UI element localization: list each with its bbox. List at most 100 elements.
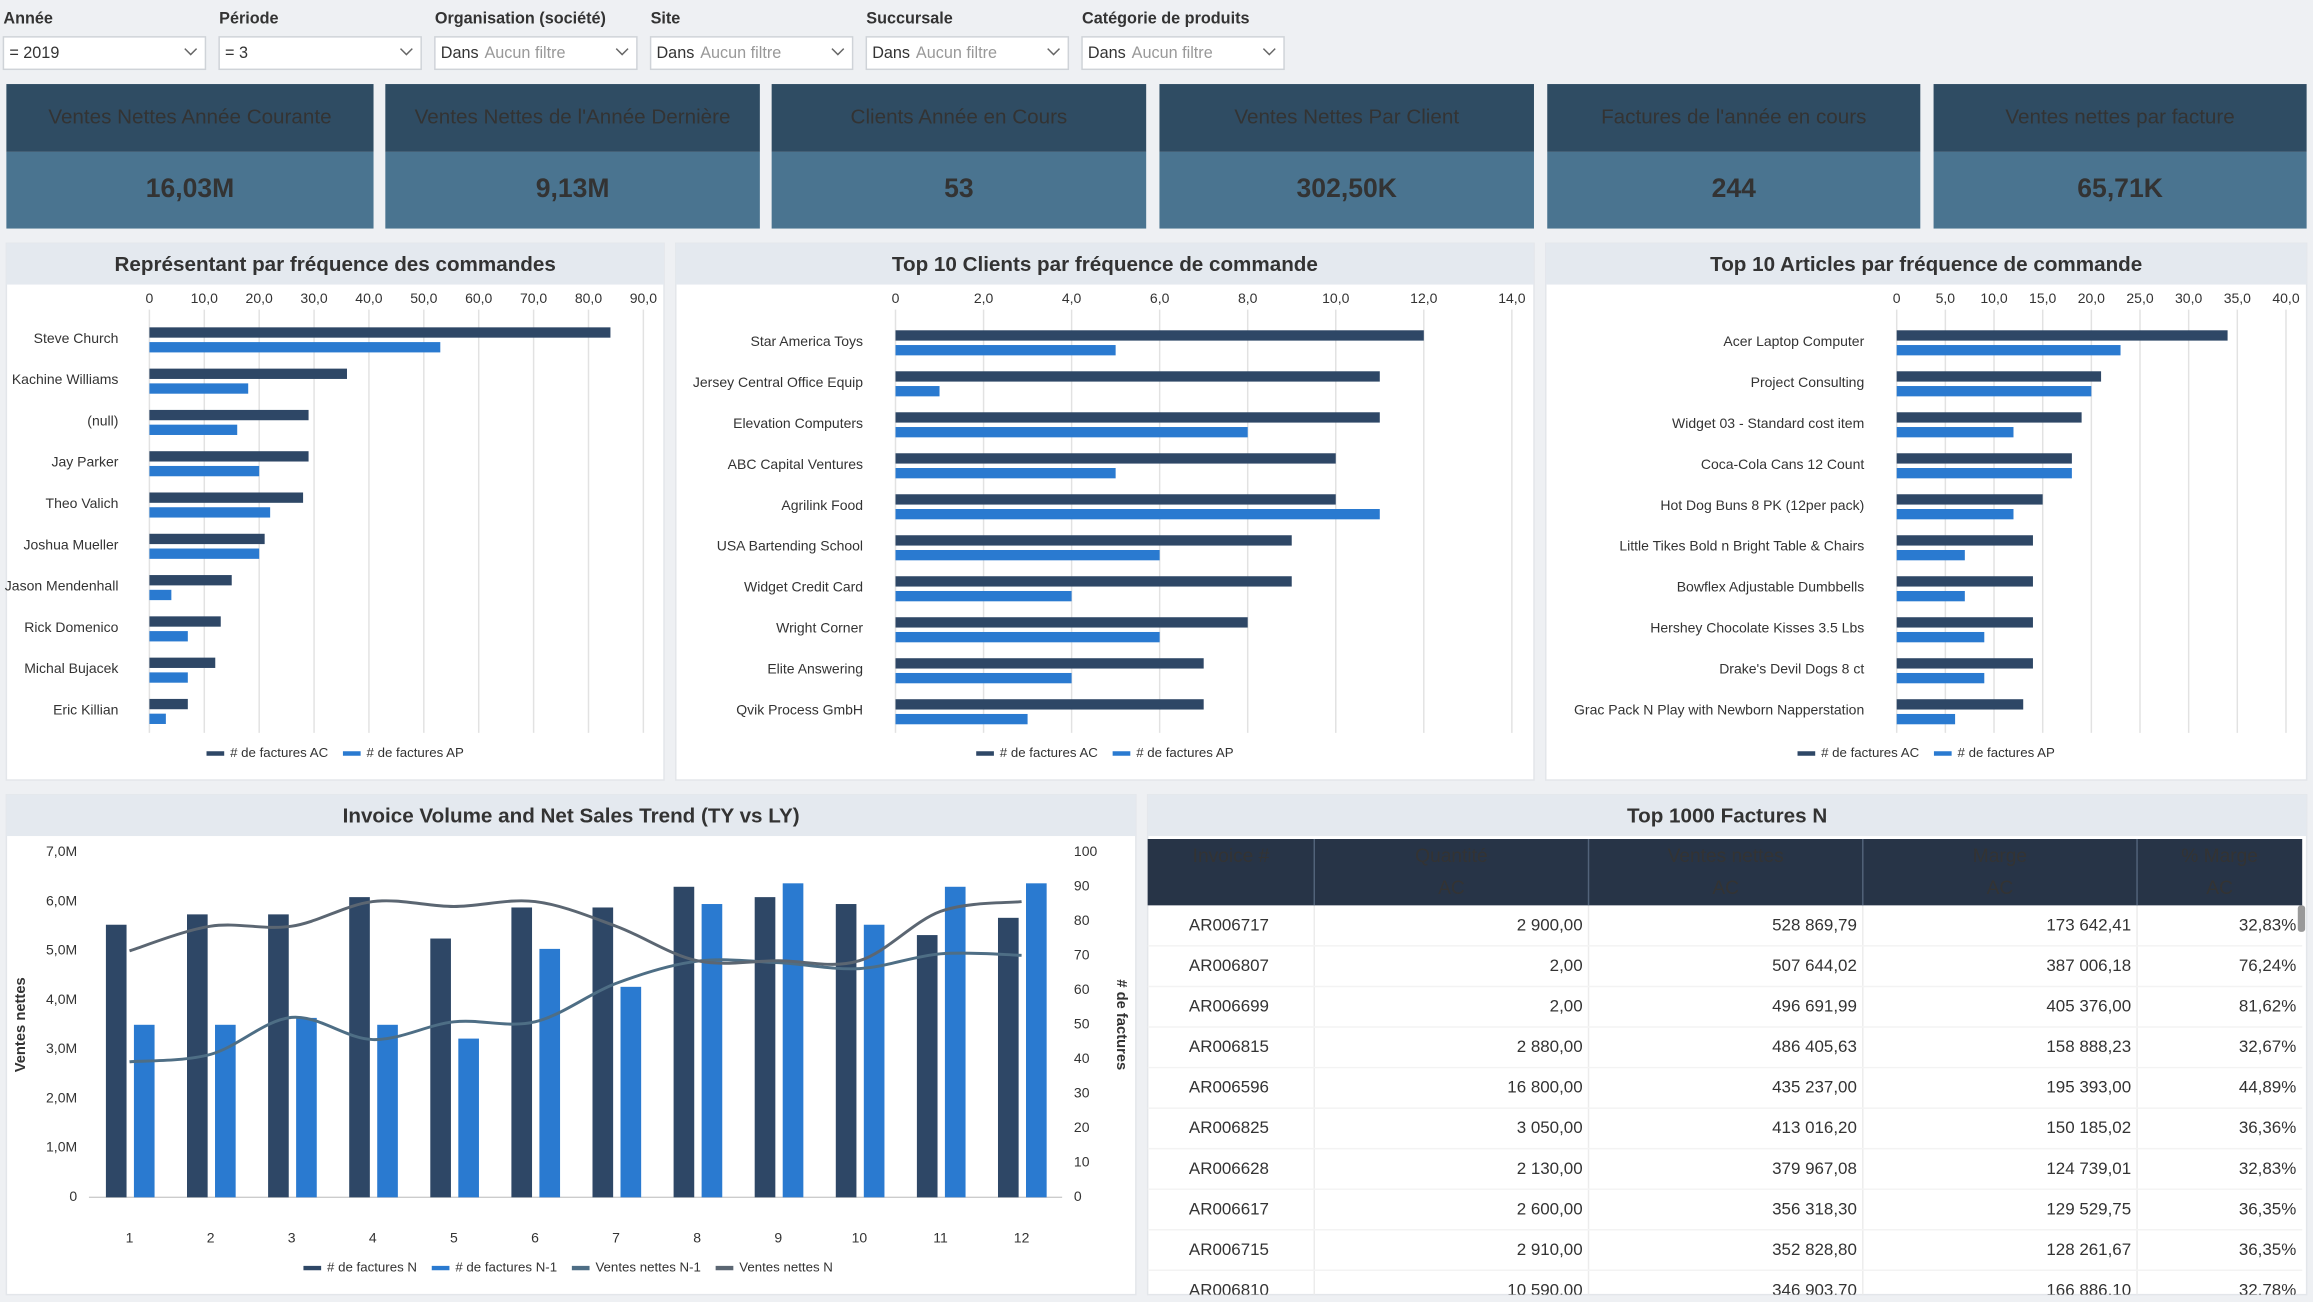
bar	[149, 575, 232, 586]
legend-label: # de factures AP	[1136, 745, 1233, 760]
x-tick-label: 30,0	[300, 290, 327, 306]
bar	[895, 509, 1380, 520]
table-cell: 405 376,00	[2046, 997, 2131, 1016]
bar	[1896, 713, 1956, 725]
y2-tick-label: 40	[1074, 1050, 1090, 1066]
legend-label: Ventes nettes N	[739, 1260, 833, 1275]
y-tick-label: 2,0M	[46, 1089, 77, 1105]
table-cell: 129 529,75	[2046, 1199, 2131, 1218]
table-cell: 413 016,20	[1772, 1118, 1857, 1137]
y-tick-label: 7,0M	[46, 843, 77, 859]
filter-dropdown[interactable]	[865, 36, 1070, 71]
x-tick-label: 9	[774, 1229, 782, 1245]
bar	[105, 924, 127, 1198]
bar	[895, 386, 940, 397]
bar	[149, 342, 441, 353]
x-tick-label: 4	[369, 1229, 377, 1245]
bar	[349, 897, 370, 1198]
invoice-link[interactable]: AR006815	[1189, 1037, 1269, 1056]
x-tick-label: 0	[1893, 290, 1901, 306]
category-label: Bowflex Adjustable Dumbbells	[1677, 579, 1865, 595]
kpi-header	[6, 84, 374, 152]
legend: # de factures AC # de factures AP	[976, 745, 1234, 760]
scrollbar-thumb[interactable]	[2297, 905, 2306, 932]
x-tick-label: 12,0	[1410, 290, 1437, 306]
table-cell: 2 880,00	[1517, 1037, 1583, 1056]
bar	[539, 948, 561, 1198]
category-label: USA Bartending School	[717, 538, 863, 554]
x-tick-label: 10,0	[1980, 290, 2007, 306]
table-cell: 435 237,00	[1772, 1078, 1857, 1097]
bar	[149, 548, 260, 559]
filter-dropdown[interactable]	[1081, 36, 1285, 71]
filter-value: Dans Aucun filtre	[656, 44, 781, 62]
invoice-link[interactable]: AR006807	[1189, 956, 1269, 975]
bar	[916, 935, 938, 1198]
filter-dropdown[interactable]	[434, 36, 638, 71]
panel-header	[6, 794, 1136, 837]
table-cell: 3 050,00	[1517, 1118, 1583, 1137]
x-tick-label: 0	[146, 290, 154, 306]
table-cell: 36,36%	[2239, 1118, 2296, 1137]
x-tick-label: 14,0	[1498, 290, 1525, 306]
invoice-link[interactable]: AR006825	[1189, 1118, 1269, 1137]
table-cell: 2 910,00	[1517, 1240, 1583, 1259]
bar	[149, 589, 172, 601]
filter-label: Organisation (société)	[435, 9, 606, 27]
invoice-link[interactable]: AR006628	[1189, 1159, 1269, 1178]
legend: # de factures AC # de factures AP	[206, 745, 464, 760]
bar	[149, 327, 611, 338]
invoice-link[interactable]: AR006699	[1189, 997, 1269, 1016]
category-label: Joshua Mueller	[24, 536, 119, 552]
category-label: Acer Laptop Computer	[1723, 333, 1864, 349]
filter-prefix: Dans	[441, 44, 479, 62]
bar	[149, 616, 221, 627]
column-header: Invoice #	[1193, 846, 1270, 867]
invoice-link[interactable]: AR006617	[1189, 1199, 1269, 1218]
category-label: Jason Mendenhall	[5, 578, 119, 594]
kpi-value: 65,71K	[2077, 173, 2163, 203]
bar	[458, 1038, 479, 1198]
bar	[895, 672, 1072, 684]
bar	[377, 1024, 398, 1198]
bar	[1896, 371, 2102, 382]
bar	[895, 330, 1424, 341]
table-cell: 346 903,70	[1772, 1280, 1857, 1299]
y-tick-label: 0	[69, 1188, 77, 1204]
table-cell: 379 967,08	[1772, 1159, 1857, 1178]
filter-dropdown[interactable]	[2, 36, 207, 71]
bar	[149, 368, 347, 379]
bar	[1896, 658, 2033, 669]
x-tick-label: 8	[693, 1229, 701, 1245]
panel	[5, 794, 1137, 1296]
bar	[1896, 330, 2228, 341]
chevron	[615, 48, 629, 56]
bar	[1896, 494, 2043, 505]
filter-dropdown[interactable]	[649, 36, 854, 71]
x-tick-label: 80,0	[575, 290, 602, 306]
x-tick-label: 8,0	[1238, 290, 1258, 306]
invoice-link[interactable]: AR006717	[1189, 915, 1269, 934]
y-tick-label: 1,0M	[46, 1139, 77, 1155]
table-cell: 387 006,18	[2046, 956, 2131, 975]
bar	[592, 907, 614, 1198]
panel-header	[675, 243, 1534, 285]
kpi-header	[771, 84, 1147, 152]
invoice-link[interactable]: AR006810	[1189, 1280, 1269, 1299]
x-tick-label: 25,0	[2126, 290, 2153, 306]
panel-header	[1545, 243, 2307, 285]
bar	[1896, 535, 2033, 546]
kpi-title: Ventes nettes par facture	[2005, 105, 2234, 128]
invoice-link[interactable]: AR006715	[1189, 1240, 1269, 1259]
filter-dropdown[interactable]	[218, 36, 422, 71]
kpi-value: 16,03M	[146, 173, 235, 203]
category-label: Agrilink Food	[781, 497, 863, 513]
bar	[1896, 631, 1985, 643]
line	[129, 899, 1022, 966]
chevron	[1262, 48, 1276, 56]
invoice-link[interactable]: AR006596	[1189, 1078, 1269, 1097]
filter-value: = 3	[225, 44, 248, 62]
x-tick-label: 15,0	[2029, 290, 2056, 306]
x-tick-label: 90,0	[630, 290, 657, 306]
bar	[149, 492, 304, 503]
